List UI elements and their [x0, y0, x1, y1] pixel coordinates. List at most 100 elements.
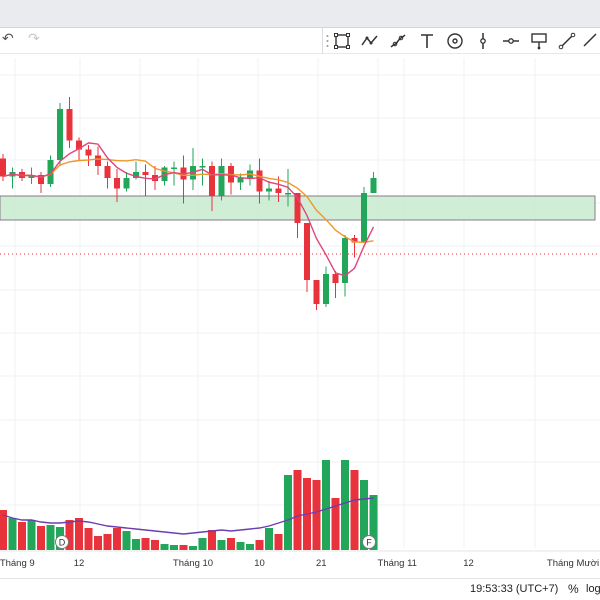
volume-bar: [312, 480, 321, 550]
volume-bar: [255, 540, 264, 550]
candle-body: [370, 178, 377, 193]
clock-readout: 19:53:33 (UTC+7): [470, 583, 559, 595]
volume-bar: [331, 498, 340, 550]
candle-body: [256, 170, 263, 192]
time-axis-label: Tháng Mười: [547, 558, 599, 569]
volume-bar: [217, 540, 226, 550]
horizontal-line-tool[interactable]: [500, 30, 522, 52]
candle-body: [275, 188, 282, 193]
path-tool[interactable]: [359, 30, 381, 52]
more-icon: [583, 33, 597, 47]
trend-line-tool[interactable]: [556, 30, 578, 52]
volume-bar: [360, 480, 368, 550]
brush-tool[interactable]: [387, 30, 409, 52]
candle-body: [142, 172, 149, 175]
volume-bar: [246, 544, 254, 550]
volume-bar: [322, 460, 330, 550]
time-axis-label: 10: [254, 558, 265, 569]
time-axis-label: Tháng 9: [0, 558, 35, 569]
vertical-line-tool[interactable]: [472, 30, 494, 52]
time-axis: Tháng 9 12 Tháng 10 10 21 Tháng 11 12 Tháng Mườ…: [0, 550, 600, 569]
candle-body: [285, 193, 291, 195]
candle-body: [332, 274, 339, 283]
candle-body: [266, 188, 272, 192]
volume-bar: [293, 470, 302, 550]
toolbar-grip-icon[interactable]: [326, 34, 329, 48]
candle-body: [47, 160, 54, 184]
event-marker-circle: [362, 535, 376, 549]
drawing-toolbar: [322, 28, 600, 54]
volume-bar: [113, 528, 121, 550]
more-tools[interactable]: [581, 30, 600, 52]
event-marker-circle: [55, 535, 69, 549]
log-scale-toggle[interactable]: log: [586, 583, 600, 595]
redo-button[interactable]: ↷: [28, 31, 40, 47]
candle-body: [199, 166, 206, 168]
volume-bar: [369, 495, 378, 550]
volume-bar: [227, 538, 235, 550]
undo-button[interactable]: ↶: [2, 31, 14, 47]
circle-tool[interactable]: [444, 30, 466, 52]
event-marker-label: F: [366, 538, 372, 548]
candle-body: [351, 238, 358, 243]
volume-bar: [189, 546, 197, 550]
candle-body: [171, 167, 177, 169]
volume-bar: [37, 526, 45, 550]
time-axis-label: Tháng 11: [378, 558, 417, 569]
volume-bar: [198, 538, 207, 550]
volume-bar: [274, 534, 283, 550]
time-axis-label: 12: [463, 558, 474, 569]
volume-bar: [160, 544, 169, 550]
candle-body: [209, 166, 215, 196]
horizontal-line-icon: [503, 38, 519, 44]
volume-bar: [103, 534, 112, 550]
candle-body: [76, 140, 82, 150]
candle-body: [133, 172, 139, 178]
trend-line-icon: [558, 32, 576, 50]
candle-body: [104, 166, 111, 178]
candle-body: [342, 238, 348, 283]
time-axis-label: 12: [74, 558, 85, 569]
volume-bar: [0, 510, 7, 550]
candle-body: [57, 109, 63, 160]
zigzag-path-icon: [361, 35, 378, 46]
volume-bar: [75, 518, 83, 550]
candle-body: [114, 178, 120, 189]
candle-body: [313, 280, 320, 304]
percent-toggle[interactable]: %: [568, 582, 579, 596]
vertical-line-icon: [480, 33, 486, 49]
rectangle-tool[interactable]: [331, 30, 353, 52]
volume-bar: [341, 460, 349, 550]
candle-body: [123, 178, 130, 189]
candle-body: [218, 166, 225, 196]
callout-tool[interactable]: [528, 30, 550, 52]
volume-bar: [141, 538, 150, 550]
volume-bar: [151, 540, 159, 550]
time-axis-label: Tháng 10: [173, 558, 213, 569]
volume-bar: [122, 531, 131, 550]
callout-icon: [531, 33, 547, 50]
candle-body: [152, 175, 158, 181]
candle-body: [0, 158, 6, 177]
volume-bar: [8, 518, 17, 550]
brush-icon: [390, 34, 406, 48]
candle-body: [38, 175, 44, 184]
candle-body: [28, 175, 35, 178]
volume-bar: [265, 528, 273, 550]
volume-bar: [179, 545, 188, 550]
volume-bar: [94, 536, 102, 550]
candle-body: [361, 193, 367, 243]
volume-bar: [132, 539, 140, 550]
rectangle-icon: [334, 33, 350, 49]
candle-body: [304, 223, 310, 280]
moving-average-slow: [2, 158, 374, 244]
text-icon: [421, 34, 433, 48]
volume-bar: [27, 520, 36, 550]
time-axis-label: 21: [316, 558, 327, 569]
candle-body: [66, 109, 73, 141]
text-tool[interactable]: [416, 30, 438, 52]
status-bar: 19:53:33 (UTC+7) % log: [0, 578, 600, 600]
